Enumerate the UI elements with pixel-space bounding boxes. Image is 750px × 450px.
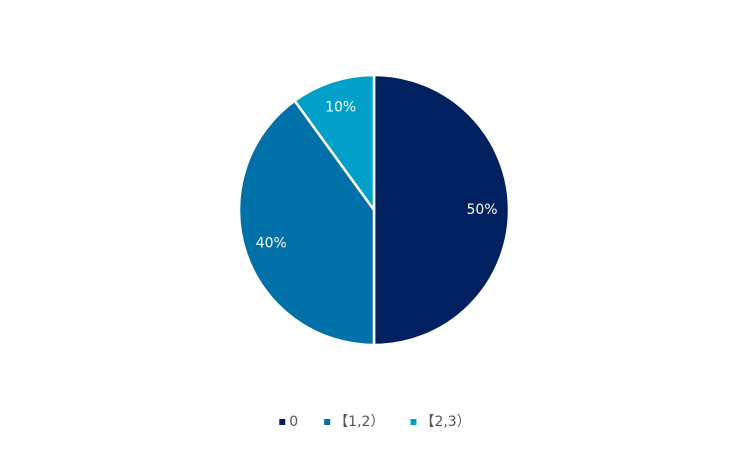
data-label: 40% xyxy=(256,235,287,251)
pie-slice xyxy=(292,73,376,214)
legend-marker xyxy=(410,419,417,425)
data-label: 10% xyxy=(325,99,356,115)
legend-marker xyxy=(324,419,331,425)
legend-label: 0 xyxy=(289,414,298,430)
legend-label: 【2,3） xyxy=(420,414,470,430)
data-label: 50% xyxy=(466,202,497,218)
legend-label: 【1,2） xyxy=(334,414,384,430)
pie-slice xyxy=(237,99,376,347)
legend-marker xyxy=(279,419,286,425)
pie-slice xyxy=(372,73,511,347)
